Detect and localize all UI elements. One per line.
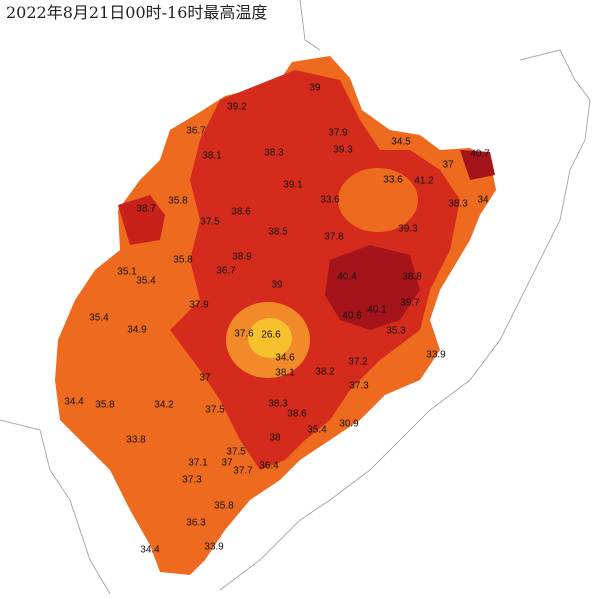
station-temperature: 40.6	[342, 311, 362, 322]
station-temperature: 36.7	[216, 266, 236, 277]
region-orange-center	[338, 168, 418, 232]
station-temperature: 26.6	[261, 330, 281, 341]
station-temperature: 35.8	[214, 501, 234, 512]
station-temperature: 38.2	[315, 367, 335, 378]
region-darkred-ne	[460, 150, 495, 180]
map-title: 2022年8月21日00时-16时最高温度	[6, 3, 267, 22]
station-temperature: 33.6	[320, 195, 340, 206]
station-labels: 39 39.2 36.7 37.9 34.5 40.7 38.1 38.3 39.3 37 33.6…	[64, 83, 490, 556]
station-temperature: 34.9	[127, 325, 147, 336]
station-temperature: 38.6	[287, 409, 307, 420]
station-temperature: 40.4	[337, 272, 357, 283]
station-temperature: 38.7	[136, 204, 156, 215]
station-temperature: 33.9	[426, 350, 446, 361]
region-cool-core	[248, 318, 292, 358]
station-temperature: 37.5	[226, 447, 246, 458]
station-temperature: 35.4	[136, 276, 156, 287]
station-temperature: 41.2	[414, 176, 434, 187]
station-temperature: 39.2	[227, 102, 247, 113]
station-temperature: 40.1	[367, 305, 387, 316]
station-temperature: 39.1	[283, 180, 303, 191]
station-temperature: 37.9	[328, 128, 348, 139]
station-temperature: 40.7	[470, 149, 490, 160]
station-temperature: 37.5	[205, 405, 225, 416]
station-temperature: 35.3	[386, 326, 406, 337]
station-temperature: 30.9	[339, 419, 359, 430]
station-temperature: 36.4	[259, 461, 279, 472]
station-temperature: 38.8	[402, 272, 422, 283]
station-temperature: 35.8	[95, 400, 115, 411]
station-temperature: 38.9	[232, 252, 252, 263]
station-temperature: 37.1	[188, 458, 208, 469]
station-temperature: 38.1	[275, 368, 295, 379]
station-temperature: 34	[477, 195, 489, 206]
station-temperature: 37.2	[348, 357, 368, 368]
station-temperature: 33.8	[126, 435, 146, 446]
station-temperature: 34.2	[154, 400, 174, 411]
station-temperature: 38	[269, 433, 281, 444]
station-temperature: 37.7	[233, 466, 253, 477]
station-temperature: 38.3	[264, 148, 284, 159]
station-temperature: 35.8	[173, 255, 193, 266]
station-temperature: 39.7	[400, 298, 420, 309]
station-temperature: 35.4	[89, 313, 109, 324]
station-temperature: 34.4	[140, 545, 160, 556]
station-temperature: 34.5	[391, 137, 411, 148]
station-temperature: 37.3	[349, 381, 369, 392]
station-temperature: 34.4	[64, 397, 84, 408]
station-temperature: 38.3	[448, 199, 468, 210]
station-temperature: 37.9	[189, 300, 209, 311]
station-temperature: 38.3	[268, 399, 288, 410]
station-temperature: 37.5	[200, 217, 220, 228]
region-red-west	[118, 195, 165, 245]
station-temperature: 39	[309, 83, 321, 94]
station-temperature: 35.8	[168, 196, 188, 207]
region-darkred	[325, 245, 420, 330]
station-temperature: 38.5	[268, 227, 288, 238]
station-temperature: 37.3	[182, 475, 202, 486]
station-temperature: 33.6	[383, 175, 403, 186]
station-temperature: 38.6	[231, 207, 251, 218]
station-temperature: 39	[271, 280, 283, 291]
station-temperature: 37.8	[324, 232, 344, 243]
station-temperature: 37.6	[234, 329, 254, 340]
station-temperature: 36.7	[186, 126, 206, 137]
station-temperature: 34.6	[275, 353, 295, 364]
station-temperature: 35.1	[117, 267, 137, 278]
station-temperature: 38.1	[202, 151, 222, 162]
station-temperature: 35.4	[307, 425, 327, 436]
station-temperature: 37	[442, 160, 454, 171]
station-temperature: 33.9	[204, 542, 224, 553]
station-temperature: 37	[221, 458, 233, 469]
station-temperature: 39.3	[398, 224, 418, 235]
station-temperature: 39.3	[333, 145, 353, 156]
station-temperature: 37	[199, 373, 211, 384]
station-temperature: 36.3	[186, 518, 206, 529]
